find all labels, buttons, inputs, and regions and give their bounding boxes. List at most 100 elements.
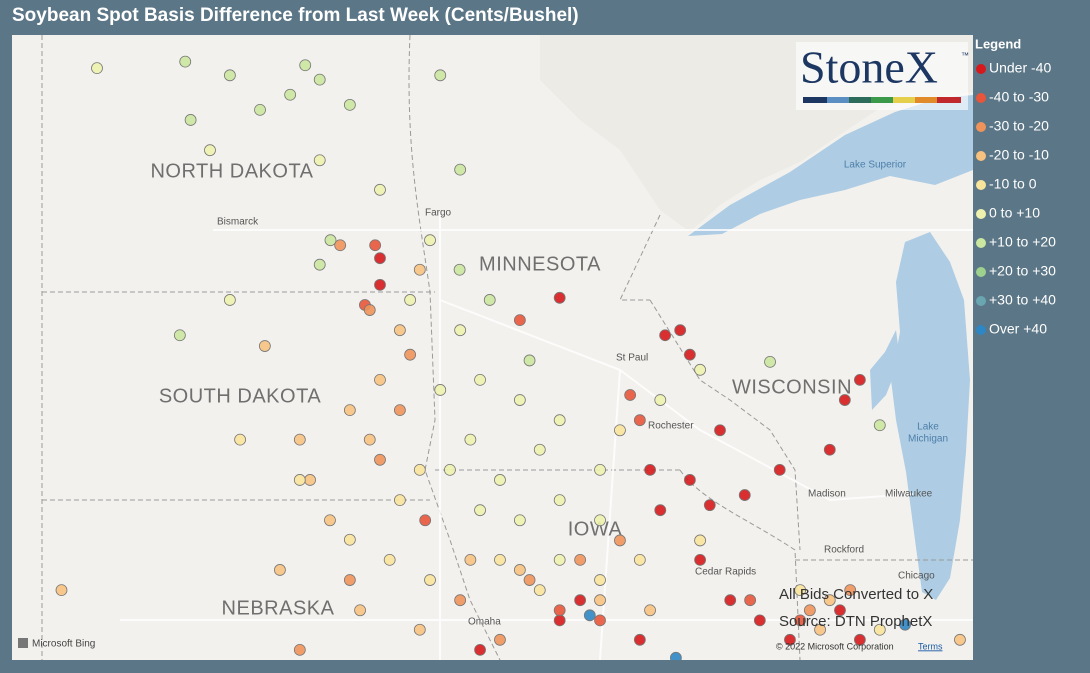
dot: [853, 373, 866, 386]
logo-bar: [937, 97, 961, 103]
dot: [404, 348, 417, 361]
dot: [738, 489, 751, 501]
dot: [413, 463, 426, 476]
dot: [624, 389, 637, 401]
dot: [873, 419, 886, 432]
legend-swatch: [976, 93, 986, 103]
state-label: SOUTH DAKOTA: [159, 385, 321, 407]
dot: [393, 324, 406, 337]
roads: [120, 213, 973, 660]
dot: [374, 252, 386, 265]
dot: [363, 304, 376, 316]
dot: [873, 623, 886, 636]
logo-bar: [915, 97, 937, 103]
dot: [419, 514, 432, 527]
dot: [614, 424, 626, 437]
dot: [424, 234, 436, 247]
dot: [91, 62, 103, 75]
dot: [594, 574, 606, 586]
logo-mark: ™: [961, 51, 969, 60]
legend-title: Legend: [975, 36, 1021, 51]
dot: [173, 329, 186, 342]
green-bay: [870, 330, 900, 410]
dot: [853, 633, 866, 646]
dot: [454, 324, 467, 337]
dot: [444, 463, 456, 476]
legend-label: -30 to -20: [989, 118, 1049, 134]
dot: [574, 553, 587, 566]
legend-label: -20 to -10: [989, 147, 1049, 163]
title: Soybean Spot Basis Difference from Last …: [12, 5, 579, 26]
dot: [583, 609, 596, 622]
dot: [55, 584, 68, 597]
brand-icon: [18, 638, 28, 648]
dot: [513, 394, 526, 406]
note: Source: DTN ProphetX: [779, 613, 932, 630]
dot: [343, 533, 356, 546]
dot: [404, 294, 417, 306]
dot: [703, 499, 716, 512]
dot: [393, 404, 406, 417]
dot: [258, 340, 271, 352]
dot: [374, 453, 386, 466]
dot: [284, 88, 297, 101]
dot: [343, 98, 356, 111]
dot: [838, 394, 851, 406]
dot: [633, 633, 646, 646]
dot: [343, 574, 356, 586]
lake-superior: [688, 95, 973, 236]
dot: [714, 424, 726, 437]
dot: [513, 514, 526, 527]
dot: [794, 584, 807, 597]
dot: [293, 643, 306, 656]
state-label: MINNESOTA: [479, 253, 601, 275]
terms-link[interactable]: Terms: [918, 641, 943, 651]
dot: [453, 263, 466, 276]
dot: [393, 494, 406, 507]
note: All Bids Converted to X: [779, 586, 933, 603]
dot: [803, 604, 816, 617]
dot: [334, 239, 347, 252]
dot: [654, 394, 667, 406]
dot: [669, 651, 682, 660]
dot: [594, 594, 606, 607]
dot: [434, 384, 447, 396]
dot: [753, 614, 766, 627]
legend-swatch: [976, 238, 986, 248]
copyright: © 2022 Microsoft Corporation: [776, 641, 894, 651]
dot: [594, 514, 606, 527]
legend-label: -40 to -30: [989, 89, 1049, 105]
dot: [184, 114, 197, 126]
dot: [553, 614, 566, 627]
dot: [574, 594, 587, 607]
state-label: NEBRASKA: [222, 597, 335, 619]
logo-bar: [871, 97, 893, 103]
dot: [474, 643, 486, 656]
dot: [474, 504, 486, 517]
dot: [773, 463, 786, 476]
dot: [633, 553, 646, 566]
dot: [513, 564, 526, 576]
city-label: St Paul: [616, 353, 648, 364]
legend-label: +20 to +30: [989, 263, 1056, 279]
dot: [814, 623, 826, 636]
dot: [644, 463, 656, 476]
dot: [954, 633, 966, 646]
state-label: WISCONSIN: [732, 376, 852, 398]
dot: [553, 604, 566, 617]
dot: [794, 614, 807, 627]
dot: [494, 633, 506, 646]
dot: [293, 474, 306, 486]
dot: [254, 103, 266, 116]
dot: [533, 584, 546, 597]
dot: [694, 534, 707, 547]
legend-label: Over +40: [989, 321, 1047, 337]
city-label: Milwaukee: [885, 489, 933, 500]
dot: [464, 433, 477, 446]
dot: [683, 348, 696, 361]
dot: [363, 433, 376, 446]
city-label: Fargo: [425, 208, 452, 219]
water-label: Lake Superior: [844, 160, 907, 171]
legend-label: Under -40: [989, 60, 1051, 76]
